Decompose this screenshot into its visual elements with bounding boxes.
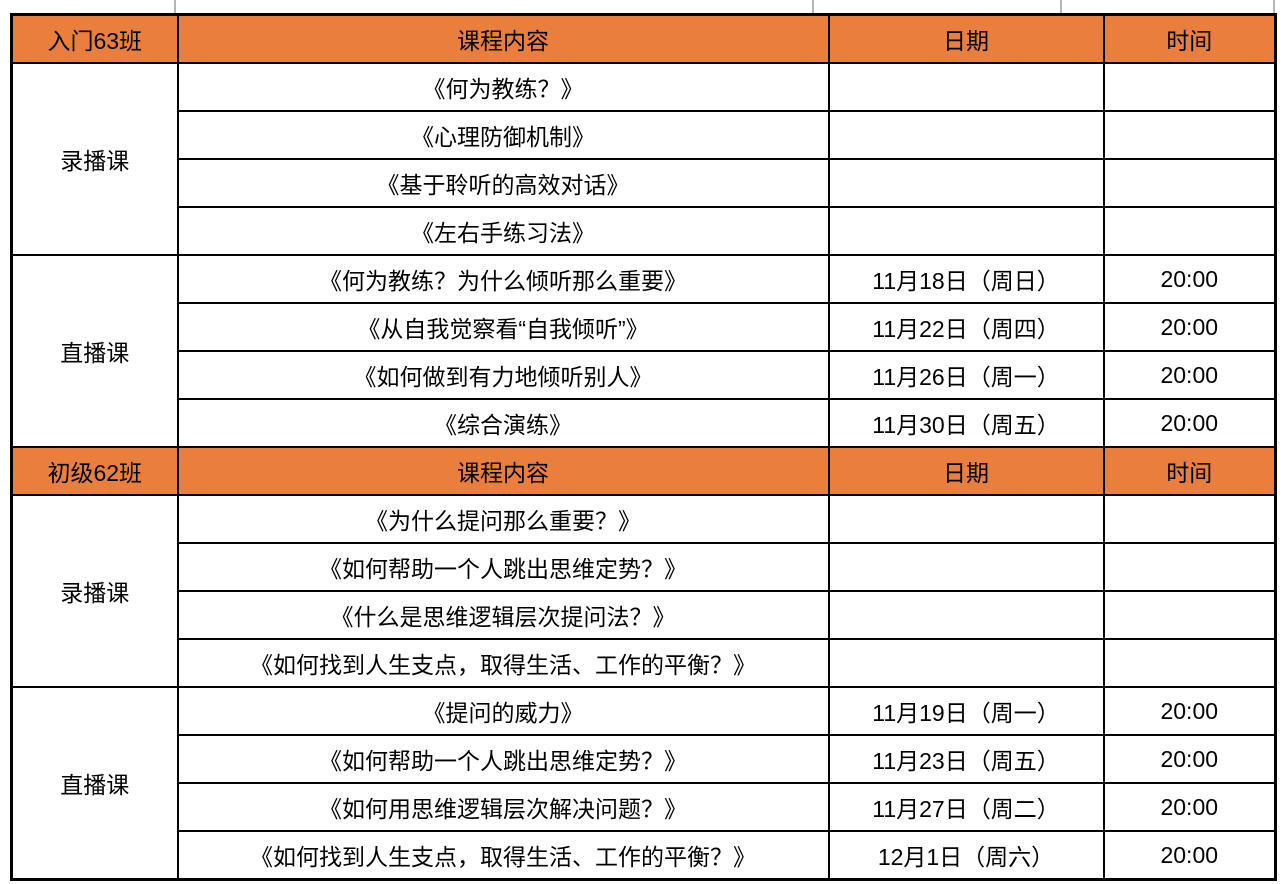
- time-cell: [1102, 590, 1277, 640]
- group-label-cell: 直播课: [10, 686, 179, 881]
- content-cell: 《心理防御机制》: [176, 110, 830, 160]
- date-cell: [827, 542, 1105, 592]
- date-cell: [827, 638, 1105, 688]
- course-row: 《如何找到人生支点，取得生活、工作的平衡？》: [12, 638, 1277, 688]
- header-class-cell: 初级62班: [10, 446, 179, 496]
- date-cell: 11月23日（周五）: [827, 734, 1105, 784]
- time-cell: 20:00: [1102, 686, 1277, 736]
- group-label-cell: 录播课: [10, 62, 179, 256]
- content-cell: 《左右手练习法》: [176, 206, 830, 256]
- date-cell: 11月26日（周一）: [827, 350, 1105, 400]
- header-time-cell: 时间: [1102, 13, 1277, 64]
- time-cell: 20:00: [1102, 302, 1277, 352]
- group-label-cell: 直播课: [10, 254, 179, 448]
- time-cell: [1102, 494, 1277, 544]
- date-cell: 11月18日（周日）: [827, 254, 1105, 304]
- course-row: 《如何用思维逻辑层次解决问题？》 11月27日（周二） 20:00: [12, 782, 1277, 832]
- content-cell: 《基于聆听的高效对话》: [176, 158, 830, 208]
- course-row: 《如何帮助一个人跳出思维定势？》: [12, 542, 1277, 592]
- date-cell: 11月19日（周一）: [827, 686, 1105, 736]
- date-cell: [827, 62, 1105, 112]
- header-date-cell: 日期: [827, 13, 1105, 64]
- time-cell: 20:00: [1102, 734, 1277, 784]
- content-cell: 《如何帮助一个人跳出思维定势？》: [176, 542, 830, 592]
- course-row: 直播课 《提问的威力》 11月19日（周一） 20:00: [10, 686, 1277, 881]
- gridline-stub: [1060, 0, 1062, 14]
- content-cell: 《什么是思维逻辑层次提问法？》: [176, 590, 830, 640]
- date-cell: 11月30日（周五）: [827, 398, 1105, 448]
- course-row: 《综合演练》 11月30日（周五） 20:00: [12, 398, 1277, 448]
- course-row: 《什么是思维逻辑层次提问法？》: [12, 590, 1277, 640]
- content-cell: 《何为教练？为什么倾听那么重要》: [176, 254, 830, 304]
- course-row: 录播课 《何为教练？》: [10, 62, 1277, 256]
- course-row: 录播课 《为什么提问那么重要？》: [10, 494, 1277, 688]
- date-cell: 11月27日（周二）: [827, 782, 1105, 832]
- content-cell: 《如何用思维逻辑层次解决问题？》: [176, 782, 830, 832]
- date-cell: [827, 158, 1105, 208]
- gridline-stub: [174, 0, 176, 14]
- date-cell: [827, 206, 1105, 256]
- course-row: 《基于聆听的高效对话》: [12, 158, 1277, 208]
- course-row: 直播课 《何为教练？为什么倾听那么重要》 11月18日（周日） 20:00: [10, 254, 1277, 448]
- content-cell: 《从自我觉察看“自我倾听”》: [176, 302, 830, 352]
- content-cell: 《为什么提问那么重要？》: [176, 494, 830, 544]
- gridline-stub: [1273, 0, 1275, 14]
- section-header-row: 初级62班 课程内容 日期 时间: [10, 446, 1277, 496]
- course-row: 《如何找到人生支点，取得生活、工作的平衡？》 12月1日（周六） 20:00: [12, 830, 1277, 881]
- header-date-cell: 日期: [827, 446, 1105, 496]
- time-cell: 20:00: [1102, 782, 1277, 832]
- time-cell: 20:00: [1102, 398, 1277, 448]
- course-schedule-table: 入门63班 课程内容 日期 时间 录播课 《何为教练？》 《心理防御机制》 《基于聆听的高效对…: [10, 13, 1277, 881]
- content-cell: 《综合演练》: [176, 398, 830, 448]
- course-row: 《心理防御机制》: [12, 110, 1277, 160]
- date-cell: [827, 110, 1105, 160]
- date-cell: [827, 590, 1105, 640]
- date-cell: [827, 494, 1105, 544]
- content-cell: 《何为教练？》: [176, 62, 830, 112]
- content-cell: 《如何帮助一个人跳出思维定势？》: [176, 734, 830, 784]
- time-cell: [1102, 110, 1277, 160]
- content-cell: 《提问的威力》: [176, 686, 830, 736]
- course-row: 《如何帮助一个人跳出思维定势？》 11月23日（周五） 20:00: [12, 734, 1277, 784]
- time-cell: 20:00: [1102, 830, 1277, 881]
- header-content-cell: 课程内容: [176, 446, 830, 496]
- course-schedule-body: 入门63班 课程内容 日期 时间 录播课 《何为教练？》 《心理防御机制》 《基于聆听的高效对…: [10, 13, 1277, 881]
- section-header-row: 入门63班 课程内容 日期 时间: [10, 13, 1277, 64]
- content-cell: 《如何找到人生支点，取得生活、工作的平衡？》: [176, 830, 830, 881]
- time-cell: [1102, 206, 1277, 256]
- header-class-cell: 入门63班: [10, 13, 179, 64]
- time-cell: [1102, 158, 1277, 208]
- header-time-cell: 时间: [1102, 446, 1277, 496]
- course-row: 《从自我觉察看“自我倾听”》 11月22日（周四） 20:00: [12, 302, 1277, 352]
- time-cell: [1102, 638, 1277, 688]
- header-content-cell: 课程内容: [176, 13, 830, 64]
- time-cell: [1102, 542, 1277, 592]
- gridline-stub: [812, 0, 814, 14]
- time-cell: 20:00: [1102, 254, 1277, 304]
- date-cell: 11月22日（周四）: [827, 302, 1105, 352]
- content-cell: 《如何找到人生支点，取得生活、工作的平衡？》: [176, 638, 830, 688]
- time-cell: [1102, 62, 1277, 112]
- content-cell: 《如何做到有力地倾听别人》: [176, 350, 830, 400]
- time-cell: 20:00: [1102, 350, 1277, 400]
- date-cell: 12月1日（周六）: [827, 830, 1105, 881]
- group-label-cell: 录播课: [10, 494, 179, 688]
- course-row: 《如何做到有力地倾听别人》 11月26日（周一） 20:00: [12, 350, 1277, 400]
- course-row: 《左右手练习法》: [12, 206, 1277, 256]
